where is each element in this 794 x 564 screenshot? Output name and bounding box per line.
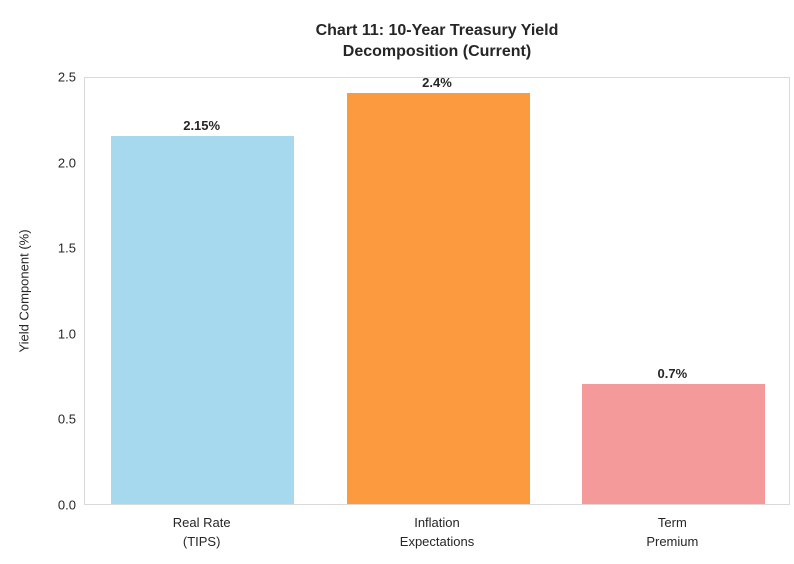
bar-2 — [347, 93, 530, 504]
bar-1 — [111, 136, 294, 504]
y-tick-label: 0.5 — [57, 411, 76, 427]
y-axis-label: Yield Component (%) — [16, 229, 32, 353]
x-tick-label: Term Premium — [646, 515, 699, 549]
x-tick-label: Inflation Expectations — [399, 515, 475, 549]
bar-value-label: 2.15% — [183, 118, 221, 133]
plot-area — [84, 77, 790, 505]
y-tick-label: 1.5 — [57, 240, 76, 256]
bar-value-label: 0.7% — [657, 366, 688, 381]
x-tick-label: Real Rate (TIPS) — [172, 515, 231, 549]
y-tick-label: 2.0 — [57, 155, 76, 171]
chart-title: Chart 11: 10-Year Treasury Yield Decompo… — [84, 20, 790, 62]
y-tick-label: 0.0 — [57, 497, 76, 513]
chart-title-line2: Decomposition (Current) — [342, 43, 532, 60]
y-tick-label: 2.5 — [57, 69, 76, 85]
y-tick-label: 1.0 — [57, 326, 76, 342]
bar-value-label: 2.4% — [422, 75, 452, 90]
chart-title-line1: Chart 11: 10-Year Treasury Yield — [315, 22, 559, 39]
bar-3 — [582, 384, 765, 504]
